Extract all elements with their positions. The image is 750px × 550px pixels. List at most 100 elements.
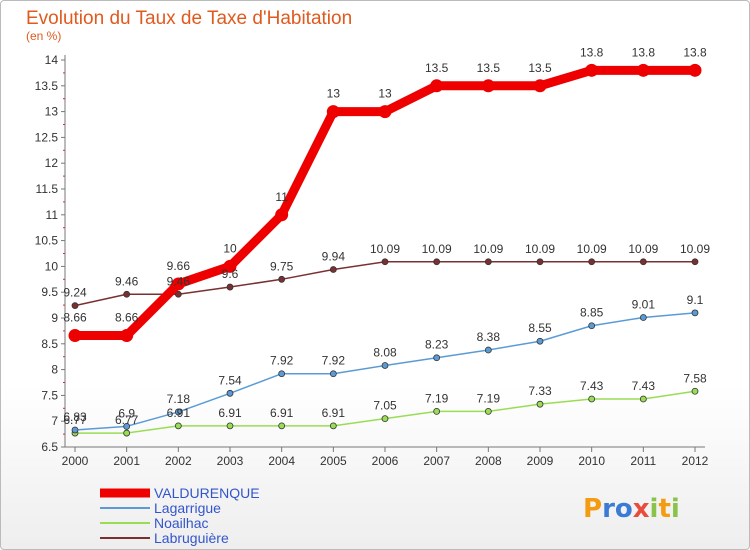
y-tick-label: 9.5 xyxy=(41,285,58,299)
data-point xyxy=(536,258,544,266)
chart-title: Evolution du Taux de Taxe d'Habitation xyxy=(26,8,352,29)
data-point xyxy=(275,208,289,222)
y-tick-label: 8 xyxy=(51,363,58,377)
data-label: 10.09 xyxy=(577,242,607,256)
data-label: 9.46 xyxy=(115,274,139,288)
data-label: 10.09 xyxy=(628,242,658,256)
y-tick-label: 7.5 xyxy=(41,388,58,402)
data-label: 8.66 xyxy=(115,311,139,325)
data-label: 7.33 xyxy=(528,384,552,398)
data-label: 13.5 xyxy=(528,61,552,75)
data-point xyxy=(71,426,79,434)
y-tick-label: 12.5 xyxy=(35,130,59,144)
data-point xyxy=(381,362,389,369)
series-layer xyxy=(68,63,702,437)
data-point xyxy=(588,395,596,403)
data-point xyxy=(174,290,182,298)
x-tick-label: 2000 xyxy=(62,454,89,468)
y-tick-label: 7 xyxy=(51,414,58,428)
y-tick-label: 10.5 xyxy=(35,234,59,248)
data-label: 6.83 xyxy=(63,410,87,424)
data-label: 13.5 xyxy=(425,61,449,75)
data-label: 7.43 xyxy=(580,379,604,393)
data-point xyxy=(223,259,237,273)
series-2 xyxy=(71,387,699,437)
data-point xyxy=(120,329,134,343)
data-point xyxy=(636,63,650,77)
data-label: 7.58 xyxy=(683,371,707,385)
data-label: 7.92 xyxy=(270,354,294,368)
data-label: 9.46 xyxy=(167,274,191,288)
data-label: 8.55 xyxy=(528,321,552,335)
data-label: 13.8 xyxy=(683,45,707,59)
data-label: 10.09 xyxy=(473,242,503,256)
data-point xyxy=(484,346,492,354)
data-label: 9.94 xyxy=(322,249,346,263)
y-tick-label: 11.5 xyxy=(36,182,59,196)
proxiti-logo: Proxiti xyxy=(583,494,680,524)
data-point xyxy=(639,395,647,403)
data-label: 13.8 xyxy=(632,45,656,59)
data-label: 6.77 xyxy=(63,413,87,427)
data-point xyxy=(381,258,389,266)
x-tick-label: 2002 xyxy=(165,454,192,468)
data-label: 9.01 xyxy=(632,297,656,311)
data-label: 8.85 xyxy=(580,306,604,320)
data-point xyxy=(226,283,234,291)
data-point xyxy=(484,258,492,266)
data-point xyxy=(533,79,547,93)
data-point xyxy=(536,400,544,408)
data-label: 9.66 xyxy=(167,259,191,273)
data-label: 9.6 xyxy=(222,267,239,281)
legend-label: Lagarrigue xyxy=(154,500,221,516)
chart-subtitle: (en %) xyxy=(26,29,61,43)
x-tick-label: 2003 xyxy=(217,454,244,468)
data-label: 13 xyxy=(327,87,341,101)
data-point xyxy=(691,258,699,266)
data-point xyxy=(639,314,647,321)
data-point xyxy=(171,277,185,291)
y-tick-label: 6.5 xyxy=(41,440,58,454)
data-point xyxy=(326,105,340,119)
x-tick-label: 2012 xyxy=(682,454,709,468)
x-tick-label: 2008 xyxy=(475,454,502,468)
data-label: 7.18 xyxy=(167,392,191,406)
data-point xyxy=(536,337,544,345)
legend-label: Noailhac xyxy=(154,515,208,531)
data-point xyxy=(278,370,286,378)
data-point xyxy=(329,266,337,273)
x-tick-label: 2011 xyxy=(630,454,656,468)
data-label: 10.09 xyxy=(370,242,400,256)
data-point xyxy=(691,309,699,317)
data-point xyxy=(278,422,286,430)
data-label: 7.43 xyxy=(632,379,656,393)
data-point xyxy=(71,302,79,310)
data-label: 8.23 xyxy=(425,338,449,352)
y-tick-label: 11 xyxy=(46,208,59,222)
legend-label: Labruguière xyxy=(154,530,229,546)
data-point xyxy=(378,105,392,119)
data-label: 7.92 xyxy=(322,354,346,368)
x-tick-label: 2001 xyxy=(113,454,140,468)
data-label: 6.91 xyxy=(167,406,191,420)
data-label: 10 xyxy=(223,241,237,255)
data-point xyxy=(226,389,234,397)
data-label: 6.77 xyxy=(115,413,139,427)
y-tick-label: 13.5 xyxy=(35,79,59,93)
legend-label: VALDURENQUE xyxy=(154,485,260,501)
data-label: 13.8 xyxy=(580,45,604,59)
data-point xyxy=(481,79,495,93)
data-label: 8.08 xyxy=(373,345,397,359)
data-point xyxy=(484,407,492,415)
data-label: 7.19 xyxy=(425,391,449,405)
data-label: 6.9 xyxy=(118,406,135,420)
data-label: 8.66 xyxy=(63,311,87,325)
data-label: 7.05 xyxy=(373,399,397,413)
x-tick-label: 2007 xyxy=(423,454,450,468)
y-tick-label: 12 xyxy=(45,156,59,170)
series-3 xyxy=(71,258,699,310)
data-label: 13 xyxy=(378,87,392,101)
data-point xyxy=(433,407,441,415)
